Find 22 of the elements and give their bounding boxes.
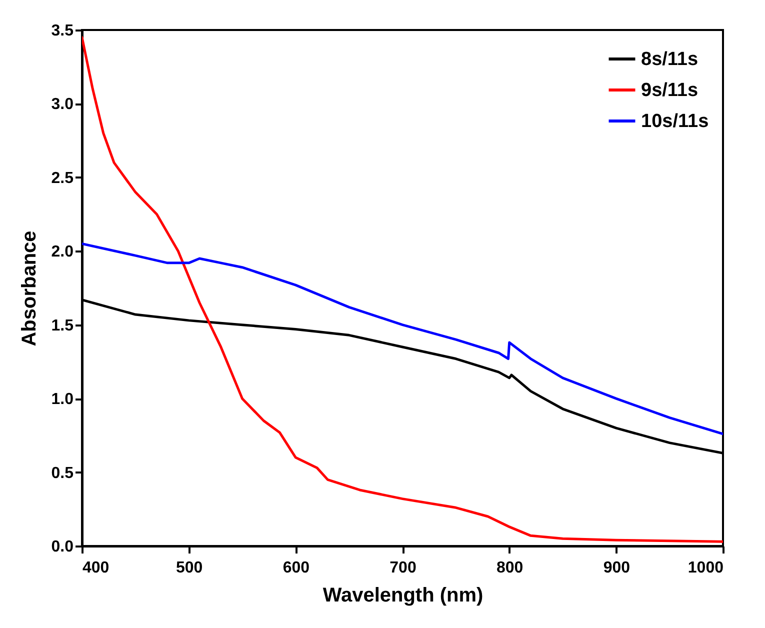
- x-tick-label: 900: [603, 560, 630, 576]
- x-tick-label: 1000: [688, 560, 724, 576]
- x-tick-label: 500: [176, 560, 203, 576]
- x-tick-label: 400: [82, 560, 110, 576]
- y-tick-label: 3.5: [51, 22, 74, 40]
- x-tick-label: 600: [282, 560, 310, 576]
- y-tick-label: 0.0: [51, 538, 74, 556]
- y-tick-label: 2.5: [51, 170, 74, 187]
- y-tick-label: 1.5: [51, 317, 74, 334]
- legend-label: 9s/11s: [641, 80, 698, 101]
- y-axis-title: Absorbance: [18, 230, 40, 346]
- y-tick-label: 1.0: [51, 391, 74, 408]
- legend-label: 10s/11s: [641, 111, 709, 132]
- x-axis-title: Wavelength (nm): [322, 584, 484, 606]
- x-tick-label: 800: [496, 560, 524, 576]
- line-series: [82, 36, 723, 543]
- y-tick-label: 0.5: [51, 464, 74, 482]
- x-tick-label: 700: [390, 560, 416, 576]
- y-tick-label: 3.0: [51, 96, 74, 114]
- legend-label: 8s/11s: [641, 49, 698, 70]
- line-series: [82, 242, 723, 436]
- y-tick-label: 2.0: [51, 244, 74, 261]
